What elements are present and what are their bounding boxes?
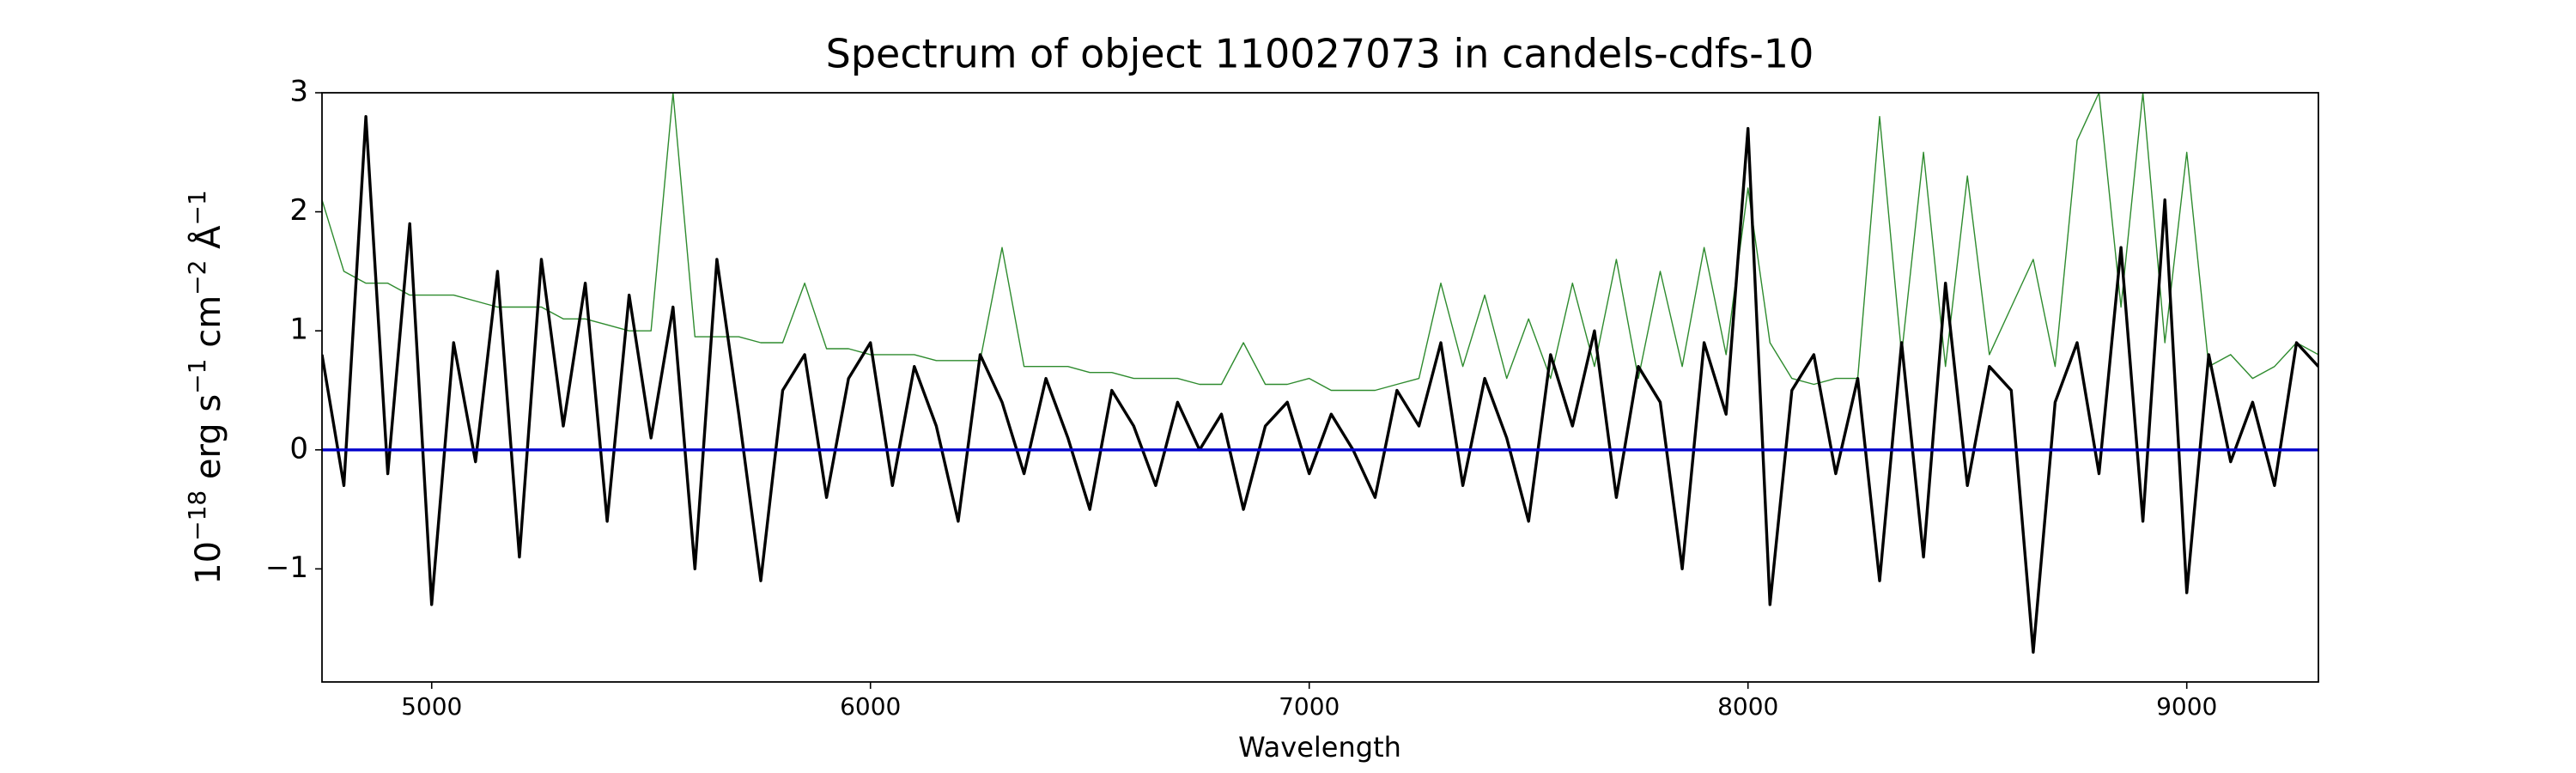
- x-tick-label: 7000: [1279, 692, 1340, 721]
- y-tick-label: 3: [289, 75, 308, 109]
- y-label-text: erg s: [189, 394, 228, 490]
- y-tick-label: 2: [289, 193, 308, 228]
- x-tick-label: 6000: [840, 692, 901, 721]
- y-axis-label: 10−18 erg s−1 cm−2 Å−1: [183, 190, 228, 585]
- y-label-superscript: −2: [183, 260, 211, 295]
- y-label-text: 10: [189, 541, 228, 585]
- y-label-text: cm: [189, 295, 228, 359]
- y-tick-label: 0: [289, 431, 308, 466]
- x-axis-label: Wavelength: [1238, 731, 1401, 764]
- y-label-superscript: −18: [183, 490, 211, 541]
- x-tick-label: 9000: [2156, 692, 2217, 721]
- y-label-superscript: −1: [183, 359, 211, 394]
- x-tick-label: 8000: [1717, 692, 1778, 721]
- x-tick-label: 5000: [401, 692, 462, 721]
- spectrum-line: [322, 115, 2318, 654]
- spectrum-line: [322, 93, 2318, 392]
- y-label-superscript: −1: [183, 190, 211, 225]
- y-label-text: Å: [187, 225, 228, 260]
- chart-title: Spectrum of object 110027073 in candels-…: [826, 31, 1814, 77]
- y-tick-label: −1: [265, 551, 308, 585]
- y-tick-label: 1: [289, 313, 308, 347]
- plot-frame: [321, 92, 2319, 683]
